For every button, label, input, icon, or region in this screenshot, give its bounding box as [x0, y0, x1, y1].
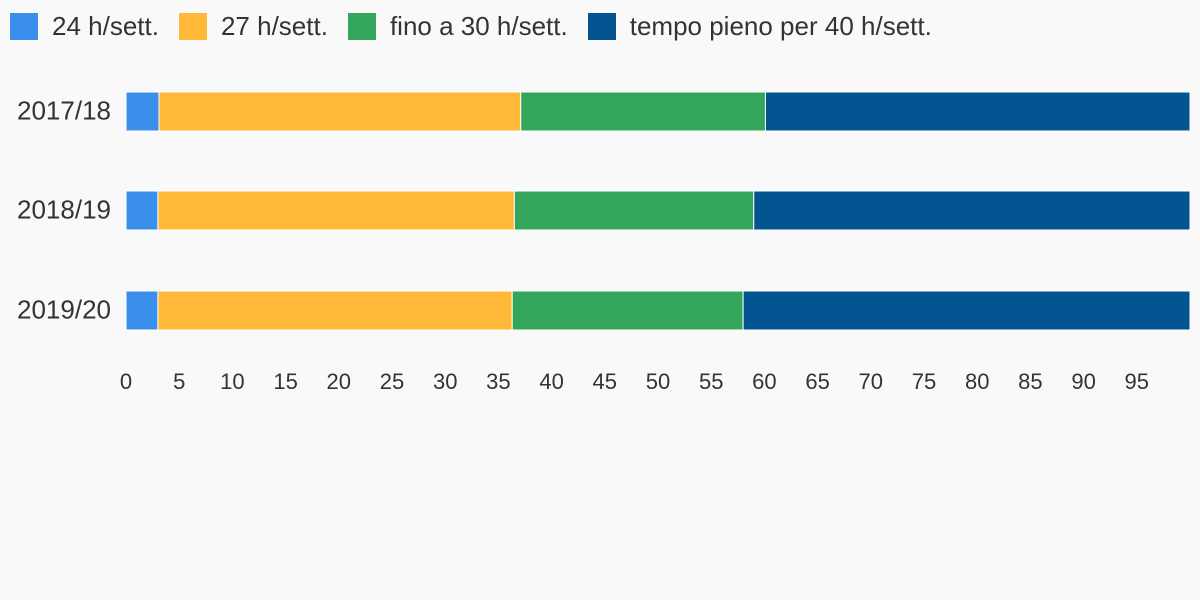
x-tick-label: 55 [699, 369, 723, 394]
category-label: 2018/19 [17, 194, 111, 224]
x-tick-label: 80 [965, 369, 989, 394]
legend-item[interactable]: 27 h/sett. [178, 10, 348, 42]
bar-segment[interactable] [125, 290, 159, 331]
x-tick-label: 20 [327, 369, 351, 394]
bar-segment[interactable] [157, 290, 513, 331]
x-tick-label: 75 [912, 369, 936, 394]
legend-label: 27 h/sett. [220, 10, 328, 41]
x-tick-label: 90 [1071, 369, 1095, 394]
x-tick-label: 10 [220, 369, 244, 394]
legend-item[interactable]: tempo pieno per 40 h/sett. [587, 10, 952, 42]
x-tick-label: 65 [805, 369, 829, 394]
x-tick-label: 30 [433, 369, 457, 394]
bar-segment[interactable] [764, 91, 1191, 132]
legend-swatch [587, 12, 616, 40]
category-label: 2017/18 [17, 95, 111, 125]
x-tick-label: 40 [539, 369, 563, 394]
bar-segment[interactable] [511, 290, 744, 331]
legend: 24 h/sett. 27 h/sett. fino a 30 h/sett. tem… [10, 10, 952, 42]
x-tick-label: 45 [593, 369, 617, 394]
legend-label: fino a 30 h/sett. [389, 10, 568, 41]
bar-segment[interactable] [742, 290, 1191, 331]
bar-segment[interactable] [753, 190, 1191, 231]
x-tick-label: 5 [173, 369, 185, 394]
x-tick-label: 35 [486, 369, 510, 394]
legend-swatch [10, 12, 38, 40]
bar-segment[interactable] [513, 190, 755, 231]
legend-swatch [347, 12, 376, 40]
x-tick-label: 0 [120, 369, 132, 394]
legend-item[interactable]: fino a 30 h/sett. [347, 10, 588, 42]
legend-label: 24 h/sett. [52, 10, 159, 41]
bar-segment[interactable] [520, 91, 766, 132]
legend-label: tempo pieno per 40 h/sett. [629, 10, 932, 41]
x-tick-label: 85 [1018, 369, 1042, 394]
legend-item[interactable]: 24 h/sett. [10, 11, 179, 42]
category-label: 2019/20 [17, 294, 111, 324]
x-tick-label: 95 [1125, 369, 1149, 394]
x-tick-label: 70 [859, 369, 883, 394]
bar-segment[interactable] [157, 190, 515, 231]
bar-segment[interactable] [125, 91, 160, 132]
x-tick-label: 25 [380, 369, 404, 394]
x-tick-label: 60 [752, 369, 776, 394]
legend-swatch [178, 12, 207, 40]
x-tick-label: 15 [273, 369, 297, 394]
bar-segment[interactable] [125, 190, 159, 231]
bar-segment[interactable] [158, 91, 522, 132]
x-tick-label: 50 [646, 369, 670, 394]
